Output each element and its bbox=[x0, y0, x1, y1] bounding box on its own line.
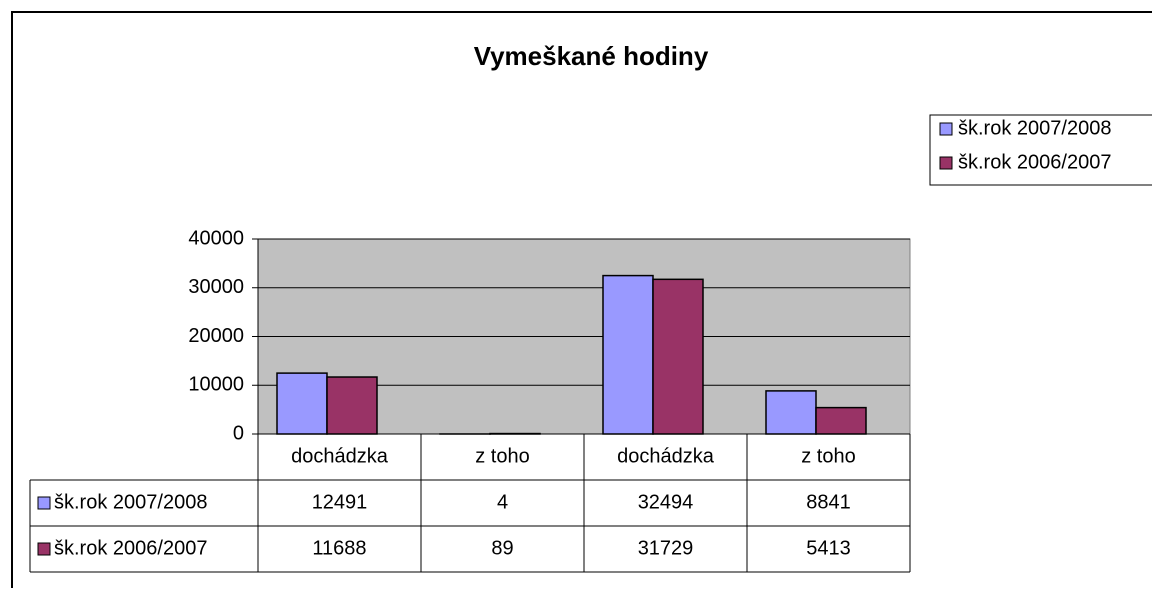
table-row-label: šk.rok 2007/2008 bbox=[54, 491, 207, 513]
table-value: 32494 bbox=[638, 491, 694, 513]
legend-key bbox=[940, 123, 952, 135]
table-value: 89 bbox=[491, 537, 513, 559]
legend-label: šk.rok 2006/2007 bbox=[958, 151, 1111, 173]
table-row-label: šk.rok 2006/2007 bbox=[54, 537, 207, 559]
y-tick-label: 0 bbox=[233, 422, 244, 444]
y-tick-label: 10000 bbox=[188, 374, 244, 396]
bar bbox=[277, 373, 327, 434]
x-tick-label: z toho bbox=[801, 445, 855, 467]
table-value: 5413 bbox=[806, 537, 851, 559]
x-tick-label: dochádzka bbox=[617, 445, 715, 467]
table-value: 8841 bbox=[806, 491, 851, 513]
table-key bbox=[38, 543, 50, 555]
bar bbox=[327, 377, 377, 434]
bar bbox=[766, 391, 816, 434]
legend-key bbox=[940, 157, 952, 169]
y-tick-label: 40000 bbox=[188, 227, 244, 249]
table-value: 12491 bbox=[312, 491, 368, 513]
table-value: 11688 bbox=[312, 537, 366, 559]
y-tick-label: 20000 bbox=[188, 325, 244, 347]
legend-label: šk.rok 2007/2008 bbox=[958, 117, 1111, 139]
bar bbox=[816, 408, 866, 434]
bar bbox=[653, 279, 703, 434]
table-key bbox=[38, 497, 50, 509]
x-tick-label: z toho bbox=[475, 445, 529, 467]
table-value: 4 bbox=[497, 491, 508, 513]
x-tick-label: dochádzka bbox=[291, 445, 389, 467]
bar bbox=[603, 276, 653, 434]
chart-title: Vymeškané hodiny bbox=[474, 41, 709, 71]
table-value: 31729 bbox=[638, 537, 694, 559]
y-tick-label: 30000 bbox=[188, 276, 244, 298]
